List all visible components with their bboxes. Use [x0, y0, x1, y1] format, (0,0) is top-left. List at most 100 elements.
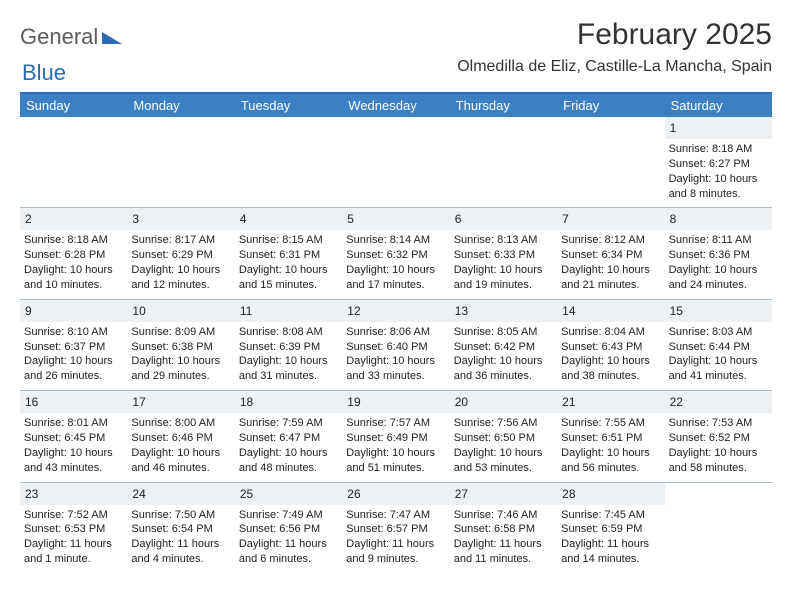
calendar-cell: 20 Sunrise: 7:56 AMSunset: 6:50 PMDayligh…	[450, 391, 557, 481]
calendar-cell: 15 Sunrise: 8:03 AMSunset: 6:44 PMDayligh…	[665, 300, 772, 390]
calendar-cell: 9 Sunrise: 8:10 AMSunset: 6:37 PMDaylight…	[20, 300, 127, 390]
day-info: Sunrise: 8:14 AMSunset: 6:32 PMDaylight:…	[346, 233, 445, 292]
day-number: 22	[670, 395, 683, 409]
calendar-cell: 27 Sunrise: 7:46 AMSunset: 6:58 PMDayligh…	[450, 483, 557, 573]
calendar-cell	[450, 117, 557, 207]
day-info: Sunrise: 8:06 AMSunset: 6:40 PMDaylight:…	[346, 325, 445, 384]
day-number: 25	[240, 487, 253, 501]
day-number: 2	[25, 212, 32, 226]
calendar-cell: 23 Sunrise: 7:52 AMSunset: 6:53 PMDayligh…	[20, 483, 127, 573]
day-info: Sunrise: 7:50 AMSunset: 6:54 PMDaylight:…	[131, 508, 230, 567]
day-number: 1	[670, 121, 677, 135]
day-info: Sunrise: 7:57 AMSunset: 6:49 PMDaylight:…	[346, 416, 445, 475]
day-info: Sunrise: 7:47 AMSunset: 6:57 PMDaylight:…	[346, 508, 445, 567]
calendar-cell: 24 Sunrise: 7:50 AMSunset: 6:54 PMDayligh…	[127, 483, 234, 573]
day-number: 4	[240, 212, 247, 226]
calendar-week: 9 Sunrise: 8:10 AMSunset: 6:37 PMDaylight…	[20, 299, 772, 390]
calendar-cell	[235, 117, 342, 207]
day-info: Sunrise: 7:45 AMSunset: 6:59 PMDaylight:…	[561, 508, 660, 567]
day-number: 26	[347, 487, 360, 501]
calendar-cell: 19 Sunrise: 7:57 AMSunset: 6:49 PMDayligh…	[342, 391, 449, 481]
calendar-cell: 1 Sunrise: 8:18 AMSunset: 6:27 PMDaylight…	[665, 117, 772, 207]
calendar-cell: 26 Sunrise: 7:47 AMSunset: 6:57 PMDayligh…	[342, 483, 449, 573]
day-info: Sunrise: 8:10 AMSunset: 6:37 PMDaylight:…	[24, 325, 123, 384]
day-info: Sunrise: 8:09 AMSunset: 6:38 PMDaylight:…	[131, 325, 230, 384]
logo-text-general: General	[20, 24, 98, 50]
month-title: February 2025	[457, 18, 772, 52]
calendar-cell: 7 Sunrise: 8:12 AMSunset: 6:34 PMDaylight…	[557, 208, 664, 298]
calendar-cell: 13 Sunrise: 8:05 AMSunset: 6:42 PMDayligh…	[450, 300, 557, 390]
day-info: Sunrise: 8:03 AMSunset: 6:44 PMDaylight:…	[669, 325, 768, 384]
location-subtitle: Olmedilla de Eliz, Castille-La Mancha, S…	[457, 58, 772, 76]
day-number: 23	[25, 487, 38, 501]
calendar-cell: 5 Sunrise: 8:14 AMSunset: 6:32 PMDaylight…	[342, 208, 449, 298]
calendar-cell: 16Sunrise: 8:01 AMSunset: 6:45 PMDayligh…	[20, 391, 127, 481]
day-header: Sunday	[20, 94, 127, 117]
day-number: 13	[455, 304, 468, 318]
day-info: Sunrise: 8:12 AMSunset: 6:34 PMDaylight:…	[561, 233, 660, 292]
day-number: 11	[240, 304, 252, 318]
day-number: 18	[240, 395, 253, 409]
calendar-cell: 18 Sunrise: 7:59 AMSunset: 6:47 PMDayligh…	[235, 391, 342, 481]
logo-triangle-icon	[102, 32, 122, 44]
calendar-cell: 8 Sunrise: 8:11 AMSunset: 6:36 PMDaylight…	[665, 208, 772, 298]
day-info: Sunrise: 8:13 AMSunset: 6:33 PMDaylight:…	[454, 233, 553, 292]
calendar-cell: 25Sunrise: 7:49 AMSunset: 6:56 PMDayligh…	[235, 483, 342, 573]
day-info: Sunrise: 8:18 AMSunset: 6:28 PMDaylight:…	[24, 233, 123, 292]
day-number: 28	[562, 487, 575, 501]
day-number: 5	[347, 212, 354, 226]
day-info: Sunrise: 8:18 AMSunset: 6:27 PMDaylight:…	[669, 142, 768, 201]
day-info: Sunrise: 8:08 AMSunset: 6:39 PMDaylight:…	[239, 325, 338, 384]
calendar-cell: 2 Sunrise: 8:18 AMSunset: 6:28 PMDaylight…	[20, 208, 127, 298]
day-number: 7	[562, 212, 569, 226]
day-number: 14	[562, 304, 575, 318]
day-info: Sunrise: 8:00 AMSunset: 6:46 PMDaylight:…	[131, 416, 230, 475]
calendar-week: 16Sunrise: 8:01 AMSunset: 6:45 PMDayligh…	[20, 390, 772, 481]
calendar-cell: 22 Sunrise: 7:53 AMSunset: 6:52 PMDayligh…	[665, 391, 772, 481]
day-number: 20	[455, 395, 468, 409]
calendar: Sunday Monday Tuesday Wednesday Thursday…	[20, 92, 772, 573]
day-info: Sunrise: 8:01 AMSunset: 6:45 PMDaylight:…	[24, 416, 123, 475]
day-number: 12	[347, 304, 360, 318]
calendar-cell: 11 Sunrise: 8:08 AMSunset: 6:39 PMDayligh…	[235, 300, 342, 390]
calendar-cell	[20, 117, 127, 207]
day-info: Sunrise: 8:05 AMSunset: 6:42 PMDaylight:…	[454, 325, 553, 384]
day-number: 6	[455, 212, 462, 226]
day-info: Sunrise: 8:17 AMSunset: 6:29 PMDaylight:…	[131, 233, 230, 292]
day-info: Sunrise: 7:46 AMSunset: 6:58 PMDaylight:…	[454, 508, 553, 567]
day-number: 24	[132, 487, 145, 501]
calendar-cell: 28 Sunrise: 7:45 AMSunset: 6:59 PMDayligh…	[557, 483, 664, 573]
calendar-week: 1 Sunrise: 8:18 AMSunset: 6:27 PMDaylight…	[20, 117, 772, 207]
day-number: 8	[670, 212, 677, 226]
day-header: Monday	[127, 94, 234, 117]
day-info: Sunrise: 8:15 AMSunset: 6:31 PMDaylight:…	[239, 233, 338, 292]
calendar-week: 23 Sunrise: 7:52 AMSunset: 6:53 PMDayligh…	[20, 482, 772, 573]
day-info: Sunrise: 7:59 AMSunset: 6:47 PMDaylight:…	[239, 416, 338, 475]
day-number: 10	[132, 304, 145, 318]
day-number: 15	[670, 304, 683, 318]
day-header-row: Sunday Monday Tuesday Wednesday Thursday…	[20, 94, 772, 117]
logo-text-blue: Blue	[22, 60, 66, 85]
day-number: 27	[455, 487, 468, 501]
calendar-cell: 21 Sunrise: 7:55 AMSunset: 6:51 PMDayligh…	[557, 391, 664, 481]
day-number: 3	[132, 212, 139, 226]
day-header: Thursday	[450, 94, 557, 117]
day-info: Sunrise: 7:52 AMSunset: 6:53 PMDaylight:…	[24, 508, 123, 567]
calendar-cell: 12 Sunrise: 8:06 AMSunset: 6:40 PMDayligh…	[342, 300, 449, 390]
calendar-week: 2 Sunrise: 8:18 AMSunset: 6:28 PMDaylight…	[20, 207, 772, 298]
calendar-cell	[127, 117, 234, 207]
day-info: Sunrise: 8:11 AMSunset: 6:36 PMDaylight:…	[669, 233, 768, 292]
calendar-cell: 14Sunrise: 8:04 AMSunset: 6:43 PMDayligh…	[557, 300, 664, 390]
calendar-cell: 17Sunrise: 8:00 AMSunset: 6:46 PMDayligh…	[127, 391, 234, 481]
calendar-cell: 6 Sunrise: 8:13 AMSunset: 6:33 PMDaylight…	[450, 208, 557, 298]
day-number: 9	[25, 304, 32, 318]
day-number: 19	[347, 395, 360, 409]
calendar-cell	[557, 117, 664, 207]
day-number: 21	[562, 395, 575, 409]
day-info: Sunrise: 7:55 AMSunset: 6:51 PMDaylight:…	[561, 416, 660, 475]
day-header: Friday	[557, 94, 664, 117]
day-header: Tuesday	[235, 94, 342, 117]
day-info: Sunrise: 7:53 AMSunset: 6:52 PMDaylight:…	[669, 416, 768, 475]
day-info: Sunrise: 7:56 AMSunset: 6:50 PMDaylight:…	[454, 416, 553, 475]
calendar-cell: 10 Sunrise: 8:09 AMSunset: 6:38 PMDayligh…	[127, 300, 234, 390]
